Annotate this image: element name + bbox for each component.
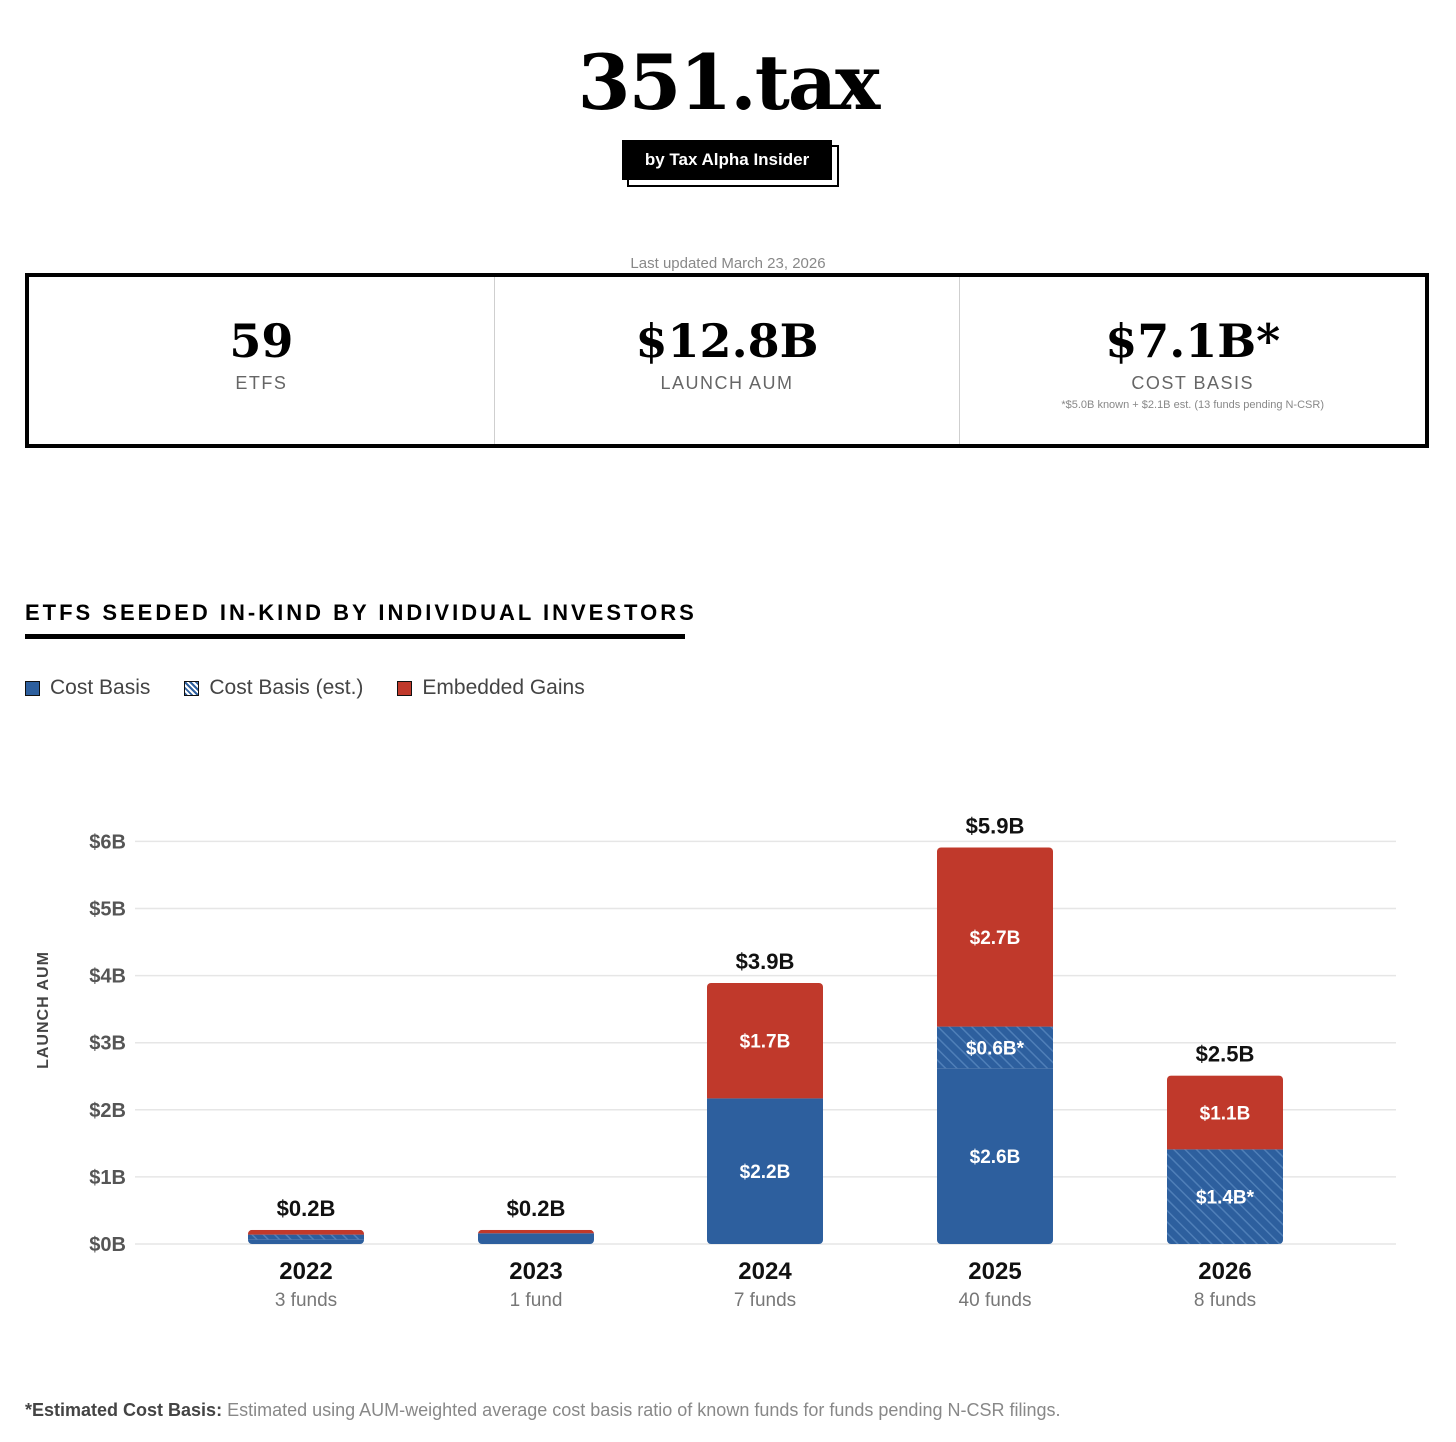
legend-swatch-embedded-gains	[397, 680, 413, 696]
bar-stack-2023	[478, 1229, 594, 1244]
bar-total-label: $5.9B	[966, 813, 1025, 838]
stat-launch-aum-label: LAUNCH AUM	[660, 373, 794, 393]
segment-value-label: $2.7B	[970, 928, 1021, 949]
y-tick-label: $5B	[89, 899, 126, 921]
segment-value-label: $1.7B	[740, 1032, 791, 1053]
byline-badge: by Tax Alpha Insider	[622, 140, 839, 187]
y-tick-label: $0B	[89, 1234, 126, 1256]
x-category-label: 2024	[738, 1258, 792, 1285]
bar-segment-cost-basis-2024	[707, 1098, 823, 1244]
segment-value-label: $2.6B	[970, 1147, 1021, 1168]
x-fund-count-label: 1 fund	[510, 1290, 563, 1311]
bar-segment-cost-basis-est-2022	[248, 1234, 364, 1240]
bar-total-label: $2.5B	[1196, 1042, 1255, 1067]
bar-segment-cost-basis-2025	[937, 1068, 1053, 1244]
y-tick-label: $4B	[89, 966, 126, 988]
segment-value-label: $0.6B*	[966, 1038, 1025, 1059]
legend-label-embedded-gains: Embedded Gains	[422, 676, 585, 699]
stat-etfs-value: 59	[229, 314, 294, 368]
legend-label-cost-basis-est: Cost Basis (est.)	[209, 676, 364, 699]
chart-legend: Cost Basis Cost Basis (est.) Embedded Ga…	[25, 676, 619, 700]
segment-value-label: $2.2B	[740, 1162, 791, 1183]
stat-etfs: 59 ETFS	[29, 277, 494, 444]
stat-launch-aum: $12.8B LAUNCH AUM	[493, 277, 960, 444]
x-fund-count-label: 3 funds	[275, 1290, 337, 1311]
bar-total-label: $0.2B	[277, 1196, 336, 1221]
last-updated: Last updated March 23, 2026	[630, 255, 826, 272]
bar-stack-2025	[937, 847, 1053, 1244]
x-fund-count-label: 40 funds	[959, 1290, 1032, 1311]
legend-label-cost-basis: Cost Basis	[50, 676, 151, 699]
bar-stack-2026	[1167, 1075, 1283, 1244]
y-tick-label: $2B	[89, 1100, 126, 1122]
legend-swatch-cost-basis	[25, 680, 40, 696]
x-category-label: 2025	[968, 1258, 1021, 1285]
bar-segment-embedded-gains-2026	[1167, 1075, 1283, 1150]
segment-value-label: $1.1B	[1200, 1103, 1251, 1124]
bar-segment-cost-basis-est-2025	[937, 1026, 1053, 1069]
y-tick-label: $3B	[89, 1033, 126, 1055]
bar-stack-2022	[248, 1229, 364, 1244]
bar-stack-2024	[707, 982, 823, 1244]
y-tick-label: $1B	[89, 1167, 126, 1189]
legend-item-cost-basis-est[interactable]: Cost Basis (est.)	[184, 676, 363, 700]
x-fund-count-label: 8 funds	[1194, 1290, 1256, 1311]
x-fund-count-label: 7 funds	[734, 1290, 796, 1311]
bar-segment-embedded-gains-2022	[248, 1229, 364, 1235]
bar-segment-embedded-gains-2023	[478, 1229, 594, 1234]
y-tick-label: $6B	[89, 831, 126, 853]
bar-segment-embedded-gains-2024	[707, 982, 823, 1099]
x-category-label: 2022	[279, 1258, 332, 1285]
bar-segment-cost-basis-2023	[478, 1233, 594, 1244]
byline-text: by Tax Alpha Insider	[622, 140, 832, 180]
stat-cost-basis-value: $7.1B*	[1105, 314, 1281, 368]
stat-cost-basis-label: COST BASIS	[1131, 373, 1255, 393]
bar-total-label: $0.2B	[507, 1196, 566, 1221]
site-logo[interactable]: 351.tax	[577, 38, 881, 127]
section-title: ETFS SEEDED IN-KIND BY INDIVIDUAL INVEST…	[25, 600, 697, 625]
stat-etfs-label: ETFS	[235, 373, 288, 393]
footnote-bold: *Estimated Cost Basis:	[25, 1400, 223, 1420]
segment-value-label: $1.4B*	[1196, 1188, 1255, 1209]
legend-item-embedded-gains[interactable]: Embedded Gains	[397, 676, 585, 700]
y-axis-label: LAUNCH AUM	[35, 951, 52, 1069]
bar-segment-embedded-gains-2025	[937, 847, 1053, 1027]
bar-segment-cost-basis-est-2026	[1167, 1149, 1283, 1244]
stat-launch-aum-value: $12.8B	[635, 314, 819, 368]
launch-aum-bar-chart: $0B $1B $2B $3B $4B $5B $6B LAUNCH AUM $0.2B 2022…	[35, 813, 1396, 1311]
stat-cost-basis: $7.1B* COST BASIS *$5.0B known + $2.1B e…	[959, 277, 1425, 444]
footnote-text: Estimated using AUM-weighted average cos…	[222, 1400, 1061, 1420]
section-rule	[25, 634, 685, 639]
legend-swatch-cost-basis-est	[184, 680, 200, 696]
bar-total-label: $3.9B	[736, 949, 795, 974]
x-category-label: 2023	[509, 1258, 562, 1285]
bar-segment-cost-basis-2022	[248, 1239, 364, 1244]
legend-item-cost-basis[interactable]: Cost Basis	[25, 676, 150, 700]
stat-cost-basis-note: *$5.0B known + $2.1B est. (13 funds pend…	[1061, 399, 1324, 411]
stats-panel: 59 ETFS $12.8B LAUNCH AUM $7.1B* COST BA…	[25, 273, 1429, 448]
x-category-label: 2026	[1198, 1258, 1251, 1285]
footnote: *Estimated Cost Basis: Estimated using A…	[25, 1400, 1061, 1421]
